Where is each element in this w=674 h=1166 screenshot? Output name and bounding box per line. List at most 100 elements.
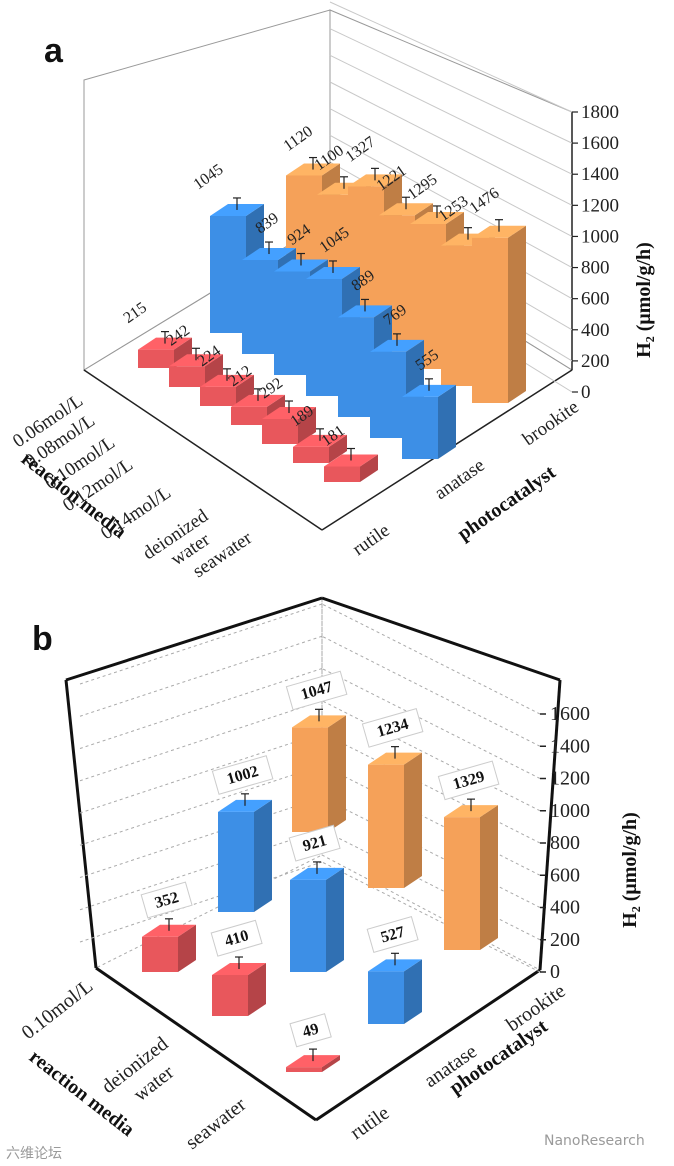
panel-a-gridline bbox=[329, 81, 573, 206]
panel-b-bar-anatase-label-box bbox=[366, 916, 419, 954]
panel-b-z-tick-label: 800 bbox=[550, 832, 580, 854]
panel-a-bar-rutile-front bbox=[324, 466, 360, 482]
panel-a-bar-brookite: 1476 bbox=[467, 185, 526, 403]
panel-a-bar-anatase-front bbox=[370, 351, 406, 438]
panel-b-bar-brookite-front bbox=[368, 764, 404, 888]
panel-a-bar-anatase-side bbox=[438, 384, 456, 459]
panel-b-bar-rutile-side bbox=[322, 1055, 340, 1072]
panel-a: a 0 200 400 600 800 1000 1200 1400 1600 1800 H₂ (… bbox=[9, 1, 655, 582]
panel-b-z-tick-label: 400 bbox=[550, 897, 580, 919]
panel-b-bar-rutile-side bbox=[248, 963, 266, 1016]
panel-a-bar-rutile-front bbox=[169, 366, 205, 387]
panel-b-gridline bbox=[79, 603, 323, 685]
panel-a-gridline bbox=[329, 54, 573, 175]
panel-b: b 0 200 400 600 800 1000 1200 1400 1600 H₂ (μmol… bbox=[18, 596, 641, 1154]
panel-b-bar-anatase: 1002 bbox=[211, 755, 274, 912]
panel-a-bar-rutile-front bbox=[200, 386, 236, 406]
panel-a-bar-anatase-front bbox=[338, 317, 374, 417]
panel-b-media-title: reaction media bbox=[25, 1046, 138, 1141]
panel-b-gridline bbox=[321, 861, 541, 973]
panel-a-gridline bbox=[329, 108, 573, 237]
panel-a-z-tick-label: 800 bbox=[581, 258, 610, 279]
panel-b-z-tick-label: 200 bbox=[550, 929, 580, 951]
panel-b-bar-anatase: 921 bbox=[288, 824, 344, 972]
panel-a-gridline bbox=[329, 134, 573, 268]
panel-b-bar-brookite-label-box bbox=[285, 670, 348, 711]
panel-b-z-tick-label: 1200 bbox=[550, 768, 590, 790]
panel-b-bar-brookite-front bbox=[292, 727, 328, 832]
panel-a-z-tick-label: 600 bbox=[581, 289, 610, 310]
panel-a-bar-anatase-front bbox=[274, 271, 310, 375]
panel-b-bar-anatase-label-box bbox=[211, 755, 274, 795]
panel-a-z-ticks: 0 200 400 600 800 1000 1200 1400 1600 1800 bbox=[572, 102, 619, 403]
panel-b-gridline bbox=[321, 603, 541, 715]
panel-a-bar-rutile-side bbox=[298, 407, 316, 444]
panel-a-z-tick-label: 1800 bbox=[581, 102, 619, 123]
panel-b-bar-brookite-front bbox=[444, 817, 480, 950]
panel-a-bar-brookite-front bbox=[410, 223, 446, 369]
panel-b-gridline bbox=[79, 732, 323, 814]
panel-b-bar-anatase-side bbox=[404, 959, 422, 1024]
panel-b-gridline bbox=[79, 861, 323, 943]
panel-a-catalyst-label: anatase bbox=[431, 455, 489, 504]
panel-b-gridline bbox=[79, 829, 323, 911]
panel-a-letter: a bbox=[44, 32, 64, 70]
panel-b-bar-anatase-side bbox=[326, 867, 344, 972]
panel-a-bar-rutile-side bbox=[236, 374, 254, 406]
panel-b-gridline bbox=[79, 668, 323, 749]
panel-b-bar-rutile-front bbox=[286, 1067, 322, 1072]
panel-b-bar-anatase-front bbox=[218, 811, 254, 912]
panel-b-bar-brookite: 1047 bbox=[285, 670, 348, 832]
panel-b-bar-brookite-side bbox=[328, 715, 346, 832]
panel-b-bar-rutile: 410 bbox=[210, 919, 266, 1016]
panel-a-z-tick-label: 400 bbox=[581, 320, 610, 341]
panel-b-bar-rutile: 352 bbox=[140, 881, 196, 972]
panel-b-bar-anatase-front bbox=[290, 879, 326, 972]
panel-b-bar-rutile-front bbox=[212, 975, 248, 1016]
panel-a-bar-brookite-label: 1476 bbox=[467, 185, 503, 217]
panel-a-bar-rutile-side bbox=[360, 454, 378, 482]
panel-b-gridlines bbox=[79, 603, 541, 973]
panel-a-z-tick-label: 1200 bbox=[581, 195, 619, 216]
panel-b-bar-anatase-label: 527 bbox=[379, 924, 407, 947]
panel-a-bar-rutile-side bbox=[329, 434, 347, 463]
panel-b-z-tick-label: 600 bbox=[550, 864, 580, 886]
panel-a-z-tick-label: 1000 bbox=[581, 226, 619, 247]
panel-b-bar-brookite-label-box bbox=[361, 707, 424, 748]
panel-a-bar-rutile-label: 215 bbox=[121, 299, 150, 327]
panel-b-bar-anatase: 527 bbox=[366, 916, 422, 1024]
panel-b-bar-brookite-label-box bbox=[437, 760, 500, 801]
panel-b-z-ticks: 0 200 400 600 800 1000 1200 1400 1600 bbox=[540, 703, 590, 983]
panel-b-gridline bbox=[79, 764, 323, 846]
panel-b-bar-brookite: 1234 bbox=[361, 707, 424, 888]
panel-b-gridline bbox=[321, 700, 541, 812]
panel-b-bar-rutile: 49 bbox=[286, 1013, 340, 1072]
panel-b-z-tick-label: 1600 bbox=[550, 703, 590, 725]
panel-b-catalyst-label: rutile bbox=[346, 1102, 393, 1144]
panel-b-media-label: seawater bbox=[182, 1093, 251, 1154]
panel-a-gridline bbox=[329, 28, 573, 144]
panel-b-bar-anatase-label-box bbox=[288, 824, 341, 862]
panel-a-bar-brookite-label: 1120 bbox=[281, 123, 316, 155]
panel-b-gridline bbox=[79, 700, 323, 782]
panel-b-gridline bbox=[321, 635, 541, 747]
panel-a-bar-rutile-side bbox=[205, 354, 223, 387]
panel-a-bar-rutile-front bbox=[262, 419, 298, 444]
panel-b-gridline bbox=[79, 797, 323, 878]
panel-b-bar-rutile-label-box bbox=[289, 1013, 332, 1048]
panel-b-bar-brookite-side bbox=[404, 752, 422, 888]
panel-a-z-tick-label: 200 bbox=[581, 351, 610, 372]
panel-b-bar-brookite: 1329 bbox=[437, 760, 500, 950]
panel-b-gridline bbox=[79, 635, 323, 717]
panel-a-bar-brookite-label: 1295 bbox=[405, 171, 441, 203]
panel-b-bar-rutile-front bbox=[142, 936, 178, 972]
watermark-right: NanoResearch bbox=[544, 1133, 645, 1149]
panel-a-bar-anatase-top bbox=[242, 248, 296, 261]
panel-a-bar-brookite-front bbox=[441, 245, 477, 386]
panel-a-bar-anatase-front bbox=[242, 260, 278, 354]
panel-b-frame bbox=[64, 596, 562, 1122]
panel-a-bar-rutile-front bbox=[231, 406, 267, 425]
panel-a-bar-anatase-front bbox=[306, 278, 342, 396]
